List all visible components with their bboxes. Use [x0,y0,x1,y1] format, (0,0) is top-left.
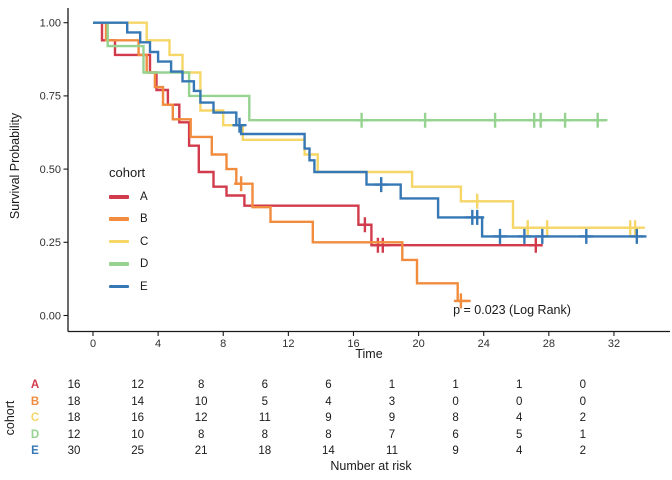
legend-label: D [140,258,149,270]
x-tick-label: 32 [608,338,620,350]
risk-row-label-A: A [30,379,40,391]
legend-label: A [140,191,148,203]
y-tick-label: 0.75 [40,91,61,103]
legend-swatch-A [109,195,129,199]
survival-curve-E [93,21,647,238]
risk-count-E-t24: 9 [452,445,459,458]
censor-marks-A [357,217,543,253]
risk-count-E-t0: 30 [67,445,81,458]
risk-table-caption: Number at risk [330,459,412,473]
risk-row-label-D: D [30,428,40,441]
legend-swatch-C [109,239,129,244]
risk-count-B-t32: 0 [579,395,586,408]
risk-count-E-t28: 4 [515,445,523,458]
risk-count-A-t16: 6 [325,379,332,391]
risk-count-B-t24: 0 [452,395,459,408]
legend-title: cohort [109,165,146,180]
risk-count-C-t32: 2 [579,412,586,425]
x-tick-label: 8 [220,338,226,350]
risk-count-A-t4: 12 [131,379,144,391]
risk-table-axis-label: cohort [3,400,17,436]
x-tick-label: 28 [543,338,555,350]
y-tick-label: 1.00 [40,18,61,30]
risk-count-E-t32: 2 [579,445,586,458]
risk-count-C-t24: 8 [452,412,459,425]
x-tick-label: 12 [282,338,294,350]
y-tick-label: 0.25 [40,237,61,249]
legend-label: C [140,235,149,248]
legend-label: E [140,280,148,293]
risk-count-B-t8: 10 [194,395,208,408]
risk-count-B-t12: 5 [261,395,268,408]
x-tick-label: 16 [347,338,359,350]
risk-count-D-t12: 8 [261,428,268,441]
legend-swatch-E [109,284,129,289]
risk-count-A-t32: 0 [579,379,586,391]
risk-count-D-t8: 8 [197,428,205,441]
risk-count-E-t8: 21 [194,445,208,458]
x-tick-label: 24 [478,338,490,350]
risk-count-C-t4: 16 [131,412,144,425]
censor-marks-C [470,193,643,236]
risk-count-D-t20: 7 [388,428,396,441]
risk-count-C-t12: 11 [258,412,271,425]
risk-row-label-C: C [30,412,40,425]
risk-count-E-t16: 14 [321,445,335,458]
risk-count-C-t8: 12 [194,412,208,425]
risk-count-C-t20: 9 [388,412,396,425]
risk-count-B-t16: 4 [325,395,332,408]
risk-count-A-t24: 1 [452,379,459,391]
risk-count-B-t4: 14 [131,395,144,408]
risk-count-D-t4: 10 [131,428,144,441]
survival-curve-C [93,21,645,229]
risk-count-C-t16: 9 [325,412,332,425]
risk-count-A-t20: 1 [388,379,396,391]
risk-count-E-t20: 11 [386,445,398,458]
risk-count-B-t20: 3 [388,395,396,408]
survival-curve-D [93,21,608,122]
x-axis-title: Time [355,347,383,361]
risk-count-B-t28: 0 [515,395,523,408]
risk-count-A-t8: 8 [197,379,205,391]
risk-count-E-t12: 18 [258,445,272,458]
y-tick-label: 0.00 [40,310,61,322]
p-value-annotation: p = 0.023 (Log Rank) [453,303,571,317]
risk-count-B-t0: 18 [67,395,81,408]
x-tick-label: 4 [155,338,161,350]
risk-count-A-t12: 6 [261,379,268,391]
risk-count-A-t0: 16 [67,379,81,391]
axis-lines [67,8,670,333]
risk-count-D-t0: 12 [67,428,81,441]
y-tick-label: 0.50 [40,164,61,176]
risk-count-C-t0: 18 [67,412,81,425]
censor-marks-D [354,112,605,128]
survival-curve-B [93,21,471,303]
x-tick-label: 0 [90,338,96,350]
risk-count-C-t28: 4 [515,412,523,425]
risk-count-E-t4: 25 [131,445,144,458]
risk-count-D-t16: 8 [325,428,332,441]
risk-count-A-t28: 1 [515,379,523,391]
risk-row-label-B: B [30,395,40,408]
risk-count-D-t32: 1 [579,428,586,441]
survival-curve-A [93,21,543,247]
legend-swatch-D [109,262,129,266]
censor-marks-E [232,117,644,244]
x-tick-label: 20 [412,338,424,350]
y-axis-title: Survival Probability [8,112,22,220]
risk-row-label-E: E [31,445,39,458]
risk-count-D-t28: 5 [515,428,523,441]
risk-count-D-t24: 6 [452,428,459,441]
censor-marks-B [234,176,468,309]
legend-swatch-B [109,217,129,221]
legend-label: B [140,213,148,225]
